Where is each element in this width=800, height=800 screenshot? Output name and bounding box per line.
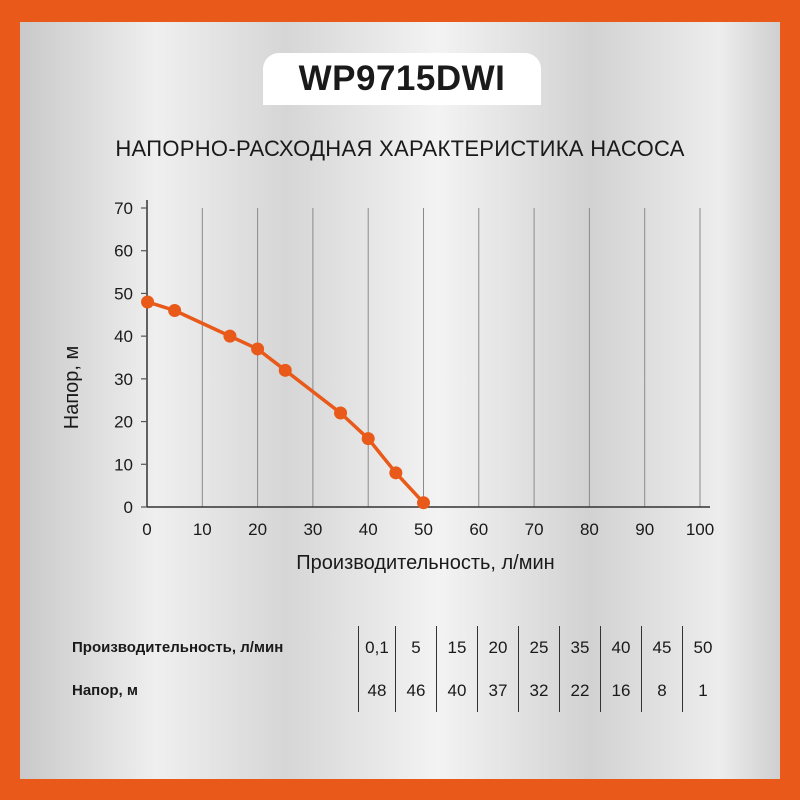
data-point <box>389 466 403 480</box>
x-tick-label: 20 <box>248 520 267 539</box>
y-axis-label: Напор, м <box>61 346 83 430</box>
data-point <box>141 295 155 309</box>
series-line <box>147 300 425 504</box>
x-tick-label: 70 <box>525 520 544 539</box>
model-name: WP9715DWI <box>298 59 506 98</box>
table-cell: 32 <box>518 669 560 712</box>
table-row: Напор, м 48 46 40 37 32 22 16 8 1 <box>68 669 723 712</box>
table-cell: 15 <box>436 626 478 669</box>
table-cell: 25 <box>518 626 560 669</box>
x-tick-label: 40 <box>359 520 378 539</box>
data-point <box>334 406 348 420</box>
table-cell: 20 <box>477 626 519 669</box>
table-cell: 16 <box>600 669 642 712</box>
x-tick-label: 10 <box>193 520 212 539</box>
y-tick-label: 10 <box>114 455 133 474</box>
table-cell: 22 <box>559 669 601 712</box>
x-tick-label: 80 <box>580 520 599 539</box>
table-cell: 5 <box>395 626 437 669</box>
table-cell: 0,1 <box>358 626 396 669</box>
table-cell: 8 <box>641 669 683 712</box>
x-tick-label: 90 <box>635 520 654 539</box>
table-row: Производительность, л/мин 0,1 5 15 20 25 35 40 4… <box>68 626 723 669</box>
y-tick-label: 30 <box>114 370 133 389</box>
x-axis-label: Производительность, л/мин <box>296 552 554 574</box>
x-tick-label: 100 <box>686 520 714 539</box>
y-tick-label: 60 <box>114 242 133 261</box>
y-tick-label: 0 <box>124 498 133 517</box>
chart-title: НАПОРНО-РАСХОДНАЯ ХАРАКТЕРИСТИКА НАСОСА <box>115 136 685 161</box>
table-cell: 45 <box>641 626 683 669</box>
table-cell: 37 <box>477 669 519 712</box>
y-tick-label: 70 <box>114 199 133 218</box>
y-tick-label: 40 <box>114 327 133 346</box>
x-tick-label: 30 <box>303 520 322 539</box>
x-tick-label: 50 <box>414 520 433 539</box>
performance-table: Производительность, л/мин 0,1 5 15 20 25 35 40 4… <box>68 626 723 712</box>
y-tick-label: 20 <box>114 413 133 432</box>
table-cell: 48 <box>358 669 396 712</box>
table-cell: 46 <box>395 669 437 712</box>
model-tab: WP9715DWI <box>263 53 541 105</box>
table-cell: 1 <box>682 669 723 712</box>
data-point <box>168 304 182 318</box>
data-point <box>417 496 430 510</box>
table-cell: 35 <box>559 626 601 669</box>
table-cell: 40 <box>436 669 478 712</box>
x-tick-label: 60 <box>469 520 488 539</box>
data-point <box>278 363 292 377</box>
x-tick-label: 0 <box>142 520 151 539</box>
data-point <box>361 432 375 446</box>
data-point <box>223 329 237 343</box>
table-cell: 40 <box>600 626 642 669</box>
table-row-label: Напор, м <box>72 682 138 699</box>
y-tick-label: 50 <box>114 284 133 303</box>
table-row-label: Производительность, л/мин <box>72 639 284 656</box>
data-point <box>251 342 265 356</box>
table-cell: 50 <box>682 626 723 669</box>
